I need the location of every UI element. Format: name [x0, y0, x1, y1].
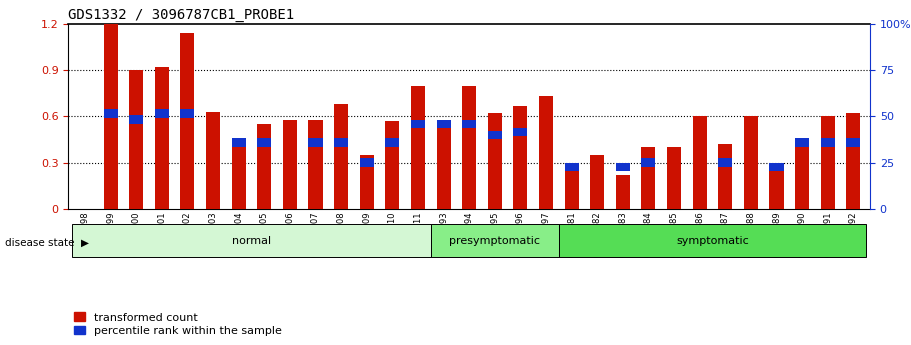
Bar — [770, 163, 783, 171]
Bar — [846, 138, 860, 147]
Bar — [334, 138, 348, 147]
Bar — [436, 124, 451, 209]
Bar — [692, 117, 707, 209]
Bar — [309, 138, 322, 147]
Bar — [282, 119, 297, 209]
Bar — [770, 167, 783, 209]
Bar — [309, 119, 322, 209]
FancyBboxPatch shape — [431, 224, 558, 257]
Bar — [231, 138, 246, 147]
Bar — [180, 109, 194, 118]
Bar — [487, 131, 502, 139]
Bar — [821, 117, 834, 209]
Bar — [155, 109, 169, 118]
Text: GDS1332 / 3096787CB1_PROBE1: GDS1332 / 3096787CB1_PROBE1 — [68, 8, 294, 22]
Bar — [590, 155, 604, 209]
Bar — [846, 114, 860, 209]
Bar — [411, 86, 425, 209]
Bar — [821, 138, 834, 147]
Bar — [257, 138, 271, 147]
Bar — [744, 117, 758, 209]
Bar — [487, 114, 502, 209]
Bar — [257, 124, 271, 209]
Bar — [513, 106, 527, 209]
Bar — [104, 109, 118, 118]
Bar — [411, 120, 425, 128]
Bar — [565, 170, 578, 209]
Bar — [360, 155, 374, 209]
Bar — [385, 121, 399, 209]
Bar — [718, 144, 732, 209]
Text: normal: normal — [232, 236, 271, 246]
FancyBboxPatch shape — [558, 224, 866, 257]
Text: presymptomatic: presymptomatic — [449, 236, 540, 246]
Text: disease state  ▶: disease state ▶ — [5, 238, 88, 248]
Bar — [513, 128, 527, 136]
Bar — [360, 158, 374, 167]
Bar — [206, 112, 220, 209]
Bar — [385, 138, 399, 147]
FancyBboxPatch shape — [72, 224, 431, 257]
Bar — [180, 33, 194, 209]
Bar — [231, 139, 246, 209]
Bar — [616, 175, 630, 209]
Bar — [104, 24, 118, 209]
Bar — [641, 147, 656, 209]
Text: symptomatic: symptomatic — [676, 236, 749, 246]
Bar — [667, 147, 681, 209]
Bar — [795, 138, 809, 147]
Bar — [641, 158, 656, 167]
Legend: transformed count, percentile rank within the sample: transformed count, percentile rank withi… — [74, 313, 281, 336]
Bar — [129, 115, 143, 124]
Bar — [795, 139, 809, 209]
Bar — [718, 158, 732, 167]
Bar — [155, 67, 169, 209]
Bar — [616, 163, 630, 171]
Bar — [334, 104, 348, 209]
Bar — [436, 120, 451, 128]
Bar — [565, 163, 578, 171]
Bar — [539, 97, 553, 209]
Bar — [462, 120, 476, 128]
Bar — [129, 70, 143, 209]
Bar — [462, 86, 476, 209]
